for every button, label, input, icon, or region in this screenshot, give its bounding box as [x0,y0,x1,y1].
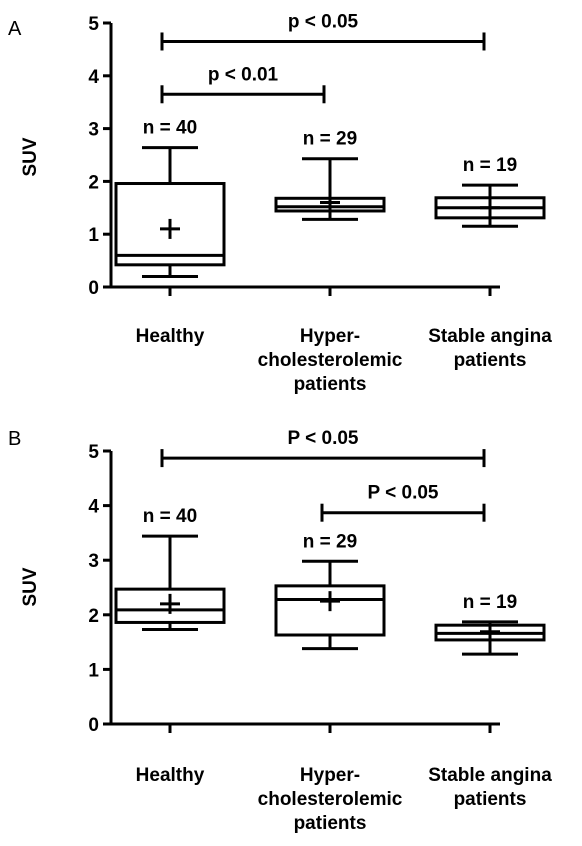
significance-label: p < 0.05 [288,11,359,32]
y-tick-label: 5 [88,442,99,463]
panel-a: 0 1 2 3 4 5 SUV n = 40 Healthy n = 29 Hyper-choles… [20,11,552,395]
n-label: n = 29 [303,129,357,150]
y-tick-label: 5 [88,14,99,35]
n-label: n = 40 [143,506,197,527]
x-tick-label: Healthy [136,765,205,786]
n-label: n = 40 [143,118,197,139]
panel-b: 0 1 2 3 4 5 SUV n = 40 Healthy n = 29 Hyper-choles… [20,428,552,834]
y-tick-label: 0 [88,715,99,736]
x-tick-label: Stable angina patients [428,326,552,371]
n-label: n = 29 [303,531,357,552]
y-axis-title: SUV [20,137,41,176]
x-tick-label: Hyper-cholesterolemic patients [258,326,403,395]
y-tick-label: 4 [88,67,99,88]
x-tick-label: Hyper-cholesterolemic patients [258,765,403,834]
box-iqr [274,584,386,637]
y-tick-label: 3 [88,120,99,141]
y-tick-label: 3 [88,551,99,572]
y-tick-label: 2 [88,172,99,193]
y-tick-label: 1 [88,660,99,681]
panel-letter-a: A [8,18,22,40]
box-iqr [114,182,226,267]
panel-letter-b: B [8,428,21,450]
significance-label: P < 0.05 [368,483,439,504]
n-label: n = 19 [463,155,517,176]
significance-label: p < 0.01 [208,64,279,85]
box-iqr [114,587,226,624]
y-tick-label: 0 [88,278,99,299]
x-tick-label: Healthy [136,326,205,347]
y-tick-label: 1 [88,225,99,246]
y-tick-label: 2 [88,606,99,627]
significance-label: P < 0.05 [288,428,359,449]
y-tick-label: 4 [88,497,99,518]
y-axis-title: SUV [20,567,41,606]
n-label: n = 19 [463,592,517,613]
x-tick-label: Stable angina patients [428,765,552,810]
